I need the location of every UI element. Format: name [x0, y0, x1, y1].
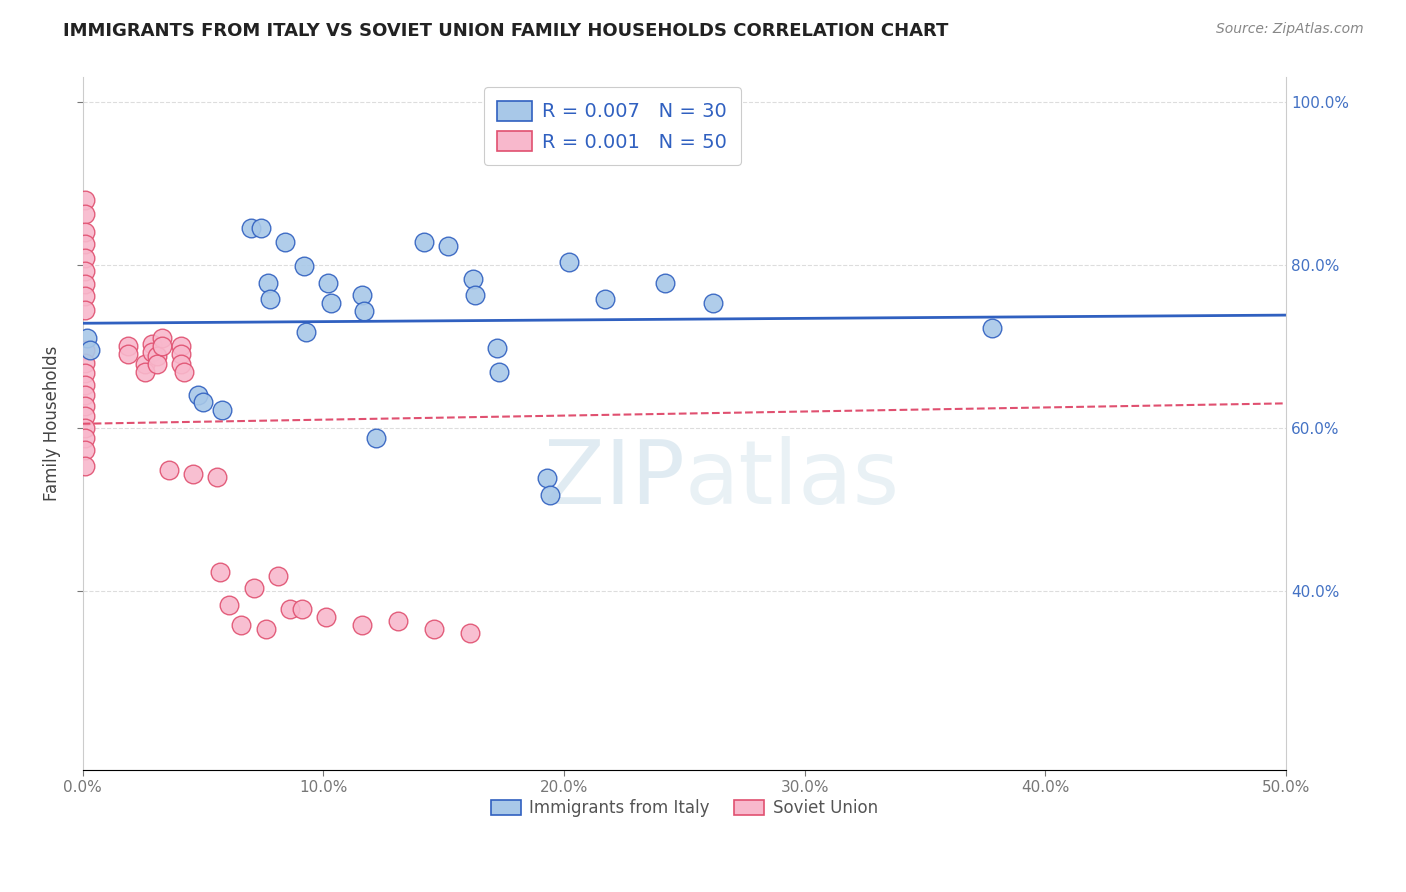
- Point: [458, 626, 481, 640]
- Point: [259, 292, 281, 306]
- Point: [249, 221, 271, 235]
- Point: [485, 341, 508, 355]
- Point: [170, 357, 193, 371]
- Point: [76, 331, 98, 345]
- Point: [150, 339, 173, 353]
- Point: [73, 193, 96, 207]
- Point: [73, 225, 96, 239]
- Text: IMMIGRANTS FROM ITALY VS SOVIET UNION FAMILY HOUSEHOLDS CORRELATION CHART: IMMIGRANTS FROM ITALY VS SOVIET UNION FA…: [63, 22, 949, 40]
- Legend: Immigrants from Italy, Soviet Union: Immigrants from Italy, Soviet Union: [484, 793, 884, 824]
- Point: [117, 339, 139, 353]
- Point: [315, 610, 337, 624]
- Point: [240, 221, 263, 235]
- Point: [73, 409, 96, 424]
- Point: [73, 252, 96, 266]
- Point: [73, 399, 96, 413]
- Point: [464, 288, 486, 302]
- Point: [183, 467, 205, 482]
- Point: [191, 394, 214, 409]
- Text: Source: ZipAtlas.com: Source: ZipAtlas.com: [1216, 22, 1364, 37]
- Point: [316, 276, 339, 290]
- Point: [73, 237, 96, 252]
- Point: [593, 292, 616, 306]
- Point: [654, 276, 676, 290]
- Point: [73, 377, 96, 392]
- Point: [73, 388, 96, 402]
- Point: [157, 463, 180, 477]
- Text: ZIP: ZIP: [544, 435, 685, 523]
- Point: [350, 288, 373, 302]
- Point: [73, 343, 96, 358]
- Point: [488, 365, 510, 379]
- Point: [350, 618, 373, 632]
- Point: [437, 239, 460, 253]
- Point: [134, 357, 156, 371]
- Point: [73, 442, 96, 457]
- Point: [134, 365, 156, 379]
- Point: [423, 622, 446, 636]
- Point: [461, 271, 484, 285]
- Text: atlas: atlas: [685, 435, 900, 523]
- Point: [173, 365, 195, 379]
- Point: [73, 277, 96, 291]
- Point: [170, 347, 193, 361]
- Point: [257, 276, 280, 290]
- Point: [73, 421, 96, 435]
- Point: [242, 582, 264, 596]
- Point: [295, 325, 318, 339]
- Point: [211, 402, 233, 417]
- Point: [73, 289, 96, 303]
- Point: [170, 339, 193, 353]
- Point: [79, 343, 101, 358]
- Point: [254, 622, 277, 636]
- Y-axis label: Family Households: Family Households: [44, 346, 60, 501]
- Point: [231, 618, 253, 632]
- Point: [73, 459, 96, 474]
- Point: [208, 565, 231, 579]
- Point: [73, 431, 96, 445]
- Point: [291, 601, 314, 615]
- Point: [319, 296, 342, 310]
- Point: [413, 235, 436, 249]
- Point: [274, 235, 297, 249]
- Point: [353, 304, 375, 318]
- Point: [73, 302, 96, 317]
- Point: [141, 337, 163, 351]
- Point: [117, 347, 139, 361]
- Point: [702, 296, 724, 310]
- Point: [73, 206, 96, 220]
- Point: [73, 263, 96, 277]
- Point: [981, 320, 1004, 334]
- Point: [141, 345, 163, 359]
- Point: [366, 431, 388, 445]
- Point: [150, 331, 173, 345]
- Point: [278, 601, 301, 615]
- Point: [218, 598, 240, 612]
- Point: [187, 388, 209, 402]
- Point: [292, 260, 315, 274]
- Point: [73, 356, 96, 370]
- Point: [558, 255, 581, 269]
- Point: [387, 614, 409, 628]
- Point: [536, 471, 558, 485]
- Point: [73, 366, 96, 380]
- Point: [146, 357, 169, 371]
- Point: [146, 349, 169, 363]
- Point: [538, 487, 561, 501]
- Point: [266, 569, 288, 583]
- Point: [207, 469, 229, 483]
